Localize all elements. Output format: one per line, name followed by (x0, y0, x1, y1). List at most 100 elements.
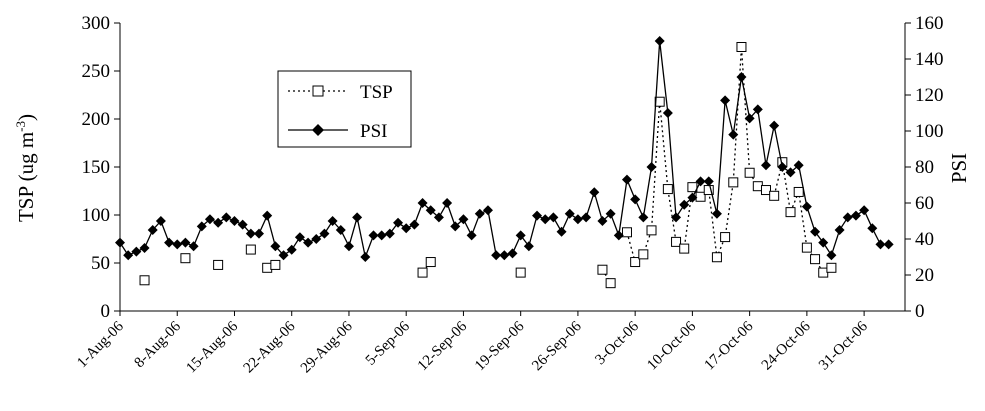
x-tick-label: 19-Sep-06 (472, 318, 528, 374)
psi-point (376, 230, 387, 241)
right-y-tick-label: 60 (915, 193, 934, 214)
tsp-point (711, 252, 722, 263)
x-tick-label: 5-Sep-06 (363, 318, 414, 369)
psi-point (867, 223, 878, 234)
psi-point (621, 174, 632, 185)
psi-point (703, 176, 714, 187)
psi-point (458, 214, 469, 225)
tsp-series-line (626, 46, 832, 274)
psi-point (335, 225, 346, 235)
series-layer (115, 36, 894, 289)
psi-point (254, 228, 265, 239)
left-y-tick-label: 250 (82, 61, 111, 82)
tsp-point (760, 185, 771, 196)
tsp-point (728, 177, 739, 188)
psi-point (850, 210, 861, 221)
psi-point (343, 241, 354, 252)
tsp-point (646, 225, 657, 236)
psi-point (196, 221, 207, 232)
x-tick-label: 1-Aug-06 (74, 318, 127, 371)
psi-point (491, 250, 502, 261)
tsp-point (744, 167, 755, 178)
right-y-tick-label: 160 (915, 13, 944, 34)
psi-point (556, 226, 567, 237)
psi-point (270, 241, 281, 252)
tsp-point (793, 186, 804, 197)
psi-point (581, 212, 592, 223)
x-tick-label: 12-Sep-06 (415, 318, 471, 374)
tsp-point (597, 264, 608, 275)
psi-point (466, 230, 477, 241)
psi-point (131, 246, 142, 257)
psi-point (278, 250, 289, 261)
x-tick-label: 8-Aug-06 (132, 318, 185, 371)
psi-point (711, 208, 722, 219)
legend: TSP PSI (277, 70, 412, 148)
psi-point (229, 216, 240, 226)
tsp-point (671, 236, 682, 247)
left-y-tick-label: 200 (82, 109, 111, 130)
tsp-point (662, 184, 673, 195)
psi-point (123, 250, 134, 261)
psi-point (728, 129, 739, 140)
psi-point (360, 252, 371, 262)
psi-point (834, 225, 845, 235)
psi-point (818, 237, 829, 248)
x-tick-label: 3-Oct-06 (592, 318, 642, 368)
tsp-point (262, 262, 273, 273)
x-tick-label: 15-Aug-06 (183, 318, 241, 376)
left-y-tick-label: 300 (82, 13, 111, 34)
psi-point (859, 205, 870, 216)
right-y-tick-label: 120 (915, 85, 944, 106)
x-tick-label: 22-Aug-06 (241, 318, 299, 376)
psi-point (589, 187, 600, 198)
psi-point (760, 160, 771, 171)
psi-point (417, 198, 428, 208)
psi-point (646, 162, 657, 172)
legend-box (277, 70, 412, 148)
psi-point (482, 205, 493, 216)
tsp-point (687, 182, 698, 193)
legend-tsp-label: TSP (360, 82, 393, 103)
tsp-point (605, 278, 616, 289)
psi-point (793, 160, 804, 171)
x-tick-label: 31-Oct-06 (816, 318, 871, 373)
legend-tsp-marker (312, 85, 324, 97)
psi-point (654, 36, 665, 46)
psi-point (744, 113, 755, 124)
psi-point (319, 228, 330, 239)
tsp-point (818, 267, 829, 278)
psi-point (810, 226, 821, 237)
psi-point (384, 228, 395, 239)
psi-point (474, 208, 485, 219)
legend-psi-label: PSI (360, 121, 387, 142)
legend-entry-tsp: TSP (288, 82, 393, 103)
psi-point (597, 216, 608, 226)
psi-point (720, 95, 731, 106)
left-y-tick-label: 50 (91, 253, 110, 274)
right-axis-title: PSI (947, 153, 971, 183)
psi-point (294, 232, 305, 243)
psi-point (401, 223, 412, 234)
tsp-point (425, 257, 436, 268)
psi-point (442, 198, 453, 208)
tsp-point (245, 244, 256, 255)
psi-point (801, 201, 812, 212)
psi-point (605, 208, 616, 219)
psi-point (687, 192, 698, 203)
psi-point (286, 244, 297, 255)
psi-point (450, 221, 461, 232)
psi-point (613, 230, 624, 241)
tsp-point (417, 267, 428, 278)
psi-point (115, 237, 125, 248)
x-tick-label: 24-Oct-06 (759, 318, 814, 373)
tsp-point (679, 243, 690, 254)
psi-point (147, 225, 158, 235)
x-tick-label: 26-Sep-06 (529, 318, 585, 374)
right-y-tick-label: 80 (915, 157, 934, 178)
psi-point (237, 219, 248, 230)
right-y-tick-label: 20 (915, 265, 934, 286)
right-y-tick-label: 0 (915, 301, 925, 322)
left-axis-title: TSP (ug m-3) (13, 114, 38, 222)
tsp-point (785, 207, 796, 218)
